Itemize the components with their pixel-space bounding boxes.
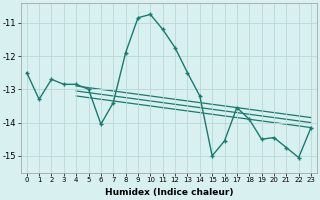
- X-axis label: Humidex (Indice chaleur): Humidex (Indice chaleur): [105, 188, 233, 197]
